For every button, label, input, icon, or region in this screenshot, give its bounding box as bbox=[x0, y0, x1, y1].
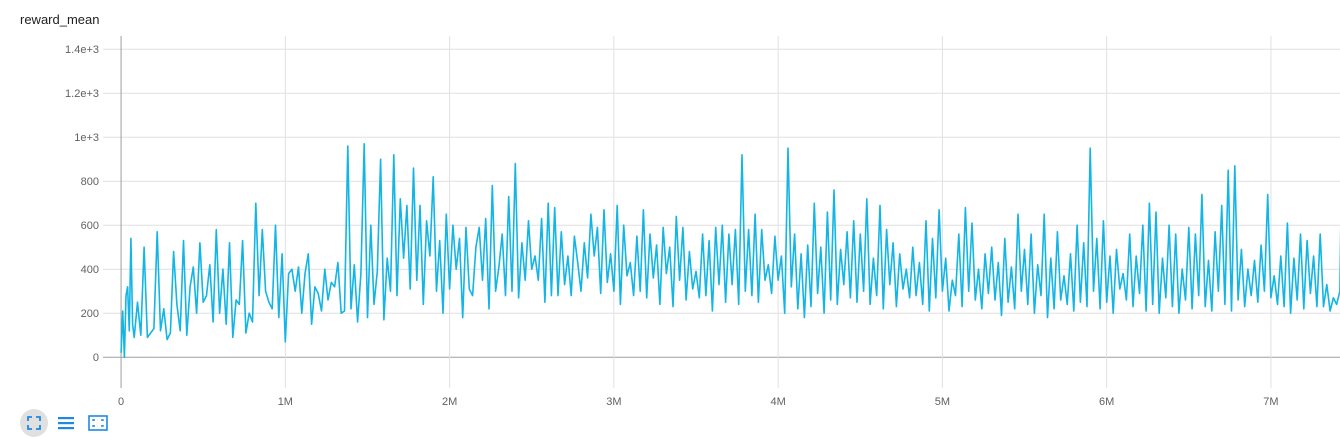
x-tick-label: 6M bbox=[1099, 396, 1114, 408]
toggle-log-scale-button[interactable] bbox=[52, 409, 80, 437]
x-tick-label: 0 bbox=[118, 396, 124, 408]
fit-data-bounds-icon bbox=[88, 415, 108, 431]
x-tick-label: 1M bbox=[278, 396, 293, 408]
y-tick-label: 800 bbox=[81, 176, 99, 188]
y-tick-label: 0 bbox=[93, 352, 99, 364]
y-tick-label: 1.2e+3 bbox=[65, 88, 99, 100]
x-tick-label: 3M bbox=[606, 396, 621, 408]
expand-chart-button[interactable] bbox=[20, 409, 48, 437]
y-tick-label: 1e+3 bbox=[74, 132, 99, 144]
menu-lines-icon bbox=[58, 417, 74, 430]
y-tick-label: 1.4e+3 bbox=[65, 44, 99, 56]
fit-domain-icon bbox=[27, 416, 41, 430]
x-tick-label: 5M bbox=[935, 396, 950, 408]
x-tick-label: 2M bbox=[442, 396, 457, 408]
y-tick-label: 600 bbox=[81, 220, 99, 232]
chart-title: reward_mean bbox=[20, 12, 100, 27]
fit-domain-button[interactable] bbox=[84, 409, 112, 437]
x-tick-label: 7M bbox=[1263, 396, 1278, 408]
y-tick-label: 400 bbox=[81, 264, 99, 276]
series-line-reward_mean bbox=[120, 143, 1340, 359]
y-tick-label: 200 bbox=[81, 308, 99, 320]
x-tick-label: 4M bbox=[770, 396, 785, 408]
chart-toolbar bbox=[20, 408, 112, 438]
